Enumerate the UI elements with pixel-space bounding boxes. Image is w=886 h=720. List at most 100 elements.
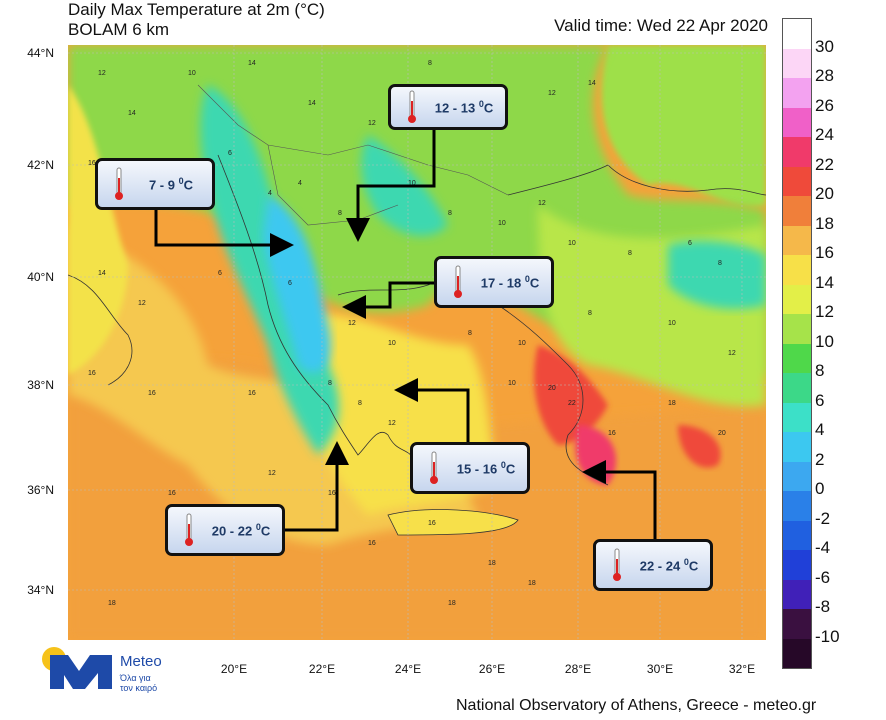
colorbar-label: 16 <box>815 243 834 262</box>
colorbar-swatch <box>783 314 811 344</box>
callout-value: 15 - 16 0C <box>456 459 516 477</box>
callout-value: 20 - 22 0C <box>211 521 271 539</box>
colorbar-label: 26 <box>815 95 834 115</box>
lon-label: 26°E <box>478 662 506 676</box>
map-contour-label: 12 <box>368 120 376 127</box>
map-contour-label: 10 <box>408 180 416 187</box>
map-contour-label: 12 <box>548 90 556 97</box>
meteo-logo-mark <box>42 647 112 689</box>
map-contour-label: 14 <box>588 80 596 87</box>
map-contour-label: 10 <box>518 340 526 347</box>
map-contour-label: 8 <box>428 60 432 67</box>
map-contour-label: 6 <box>288 280 292 287</box>
map-contour-label: 10 <box>388 340 396 347</box>
map-contour-label: 14 <box>98 270 106 277</box>
footer-credit: National Observatory of Athens, Greece -… <box>456 697 817 714</box>
lat-label: 42°N <box>27 158 54 172</box>
colorbar-swatch <box>783 78 811 108</box>
colorbar-swatch <box>783 107 811 137</box>
thermometer-icon <box>613 548 621 581</box>
map-contour-label: 12 <box>98 70 106 77</box>
chart-title: Daily Max Temperature at 2m (°C) BOLAM 6… <box>68 0 325 40</box>
map-contour-label: 6 <box>228 150 232 157</box>
colorbar-swatch <box>783 255 811 285</box>
map-contour-label: 18 <box>488 560 496 567</box>
colorbar-swatch <box>783 432 811 462</box>
colorbar-label: 28 <box>815 66 834 85</box>
callout-value: 7 - 9 0C <box>148 175 194 193</box>
map-contour-label: 8 <box>628 250 632 257</box>
colorbar-swatch <box>783 461 811 491</box>
logo-name: Meteo <box>120 653 162 670</box>
colorbar-label: 10 <box>815 331 834 351</box>
colorbar-label: 2 <box>815 449 825 469</box>
colorbar-swatch <box>783 373 811 403</box>
arrow <box>154 210 294 257</box>
lon-label: 28°E <box>564 662 592 676</box>
colorbar-label: 12 <box>815 302 834 321</box>
map-contour-label: 12 <box>728 350 736 357</box>
map-contour-label: 16 <box>88 370 96 377</box>
map-contour-label: 8 <box>448 210 452 217</box>
callout-value: 12 - 13 0C <box>434 98 494 116</box>
map-contour-label: 8 <box>338 210 342 217</box>
map-contour-label: 10 <box>668 320 676 327</box>
temperature-callout: 7 - 9 0C <box>95 158 215 210</box>
arrow <box>394 378 470 442</box>
map-contour-label: 18 <box>108 600 116 607</box>
colorbar-label: 24 <box>815 125 834 144</box>
map-contour-label: 12 <box>268 470 276 477</box>
colorbar-label: 14 <box>815 272 834 292</box>
map-contour-label: 16 <box>248 390 256 397</box>
thermometer-icon <box>454 265 462 298</box>
lon-label: 22°E <box>308 662 336 676</box>
map-contour-label: 14 <box>248 60 256 67</box>
colorbar-label: 18 <box>815 213 834 233</box>
map-contour-label: 22 <box>568 400 576 407</box>
colorbar-label: 20 <box>815 184 834 203</box>
map-contour-label: 6 <box>218 270 222 277</box>
map-contour-label: 20 <box>548 385 556 392</box>
temperature-callout: 22 - 24 0C <box>593 539 713 591</box>
colorbar-swatch <box>783 520 811 550</box>
map-contour-label: 12 <box>138 300 146 307</box>
arrow <box>342 281 436 319</box>
temperature-map: 12 14 10 14 14 12 8 14 12 14 16 12 6 4 4 8 10 8 10 12 10 8 6 8 1… <box>68 45 766 640</box>
lat-label: 34°N <box>27 583 54 597</box>
colorbar-swatch <box>783 196 811 226</box>
map-contour-label: 8 <box>588 310 592 317</box>
map-contour-label: 16 <box>88 160 96 167</box>
colorbar-swatch <box>783 137 811 167</box>
lon-label: 30°E <box>646 662 674 676</box>
map-contour-label: 8 <box>328 380 332 387</box>
map-contour-label: 10 <box>188 70 196 77</box>
map-contour-label: 16 <box>608 430 616 437</box>
temperature-callout: 15 - 16 0C <box>410 442 530 494</box>
colorbar-label: 6 <box>815 390 825 410</box>
colorbar-label: -6 <box>815 567 831 587</box>
colorbar-swatch <box>783 225 811 255</box>
valid-time: Valid time: Wed 22 Apr 2020 <box>554 16 768 35</box>
colorbar-label: -2 <box>815 508 831 528</box>
colorbar-label: 22 <box>815 154 834 174</box>
lon-label: 32°E <box>728 662 756 676</box>
colorbar-label: 0 <box>815 479 825 498</box>
lat-label: 40°N <box>27 270 54 284</box>
colorbar-swatch <box>783 550 811 580</box>
map-contour-label: 10 <box>568 240 576 247</box>
subtitle-line: BOLAM 6 km <box>68 20 170 39</box>
colorbar <box>782 18 812 669</box>
lat-label: 44°N <box>27 46 54 60</box>
map-contour-label: 8 <box>468 330 472 337</box>
map-contour-label: 18 <box>448 600 456 607</box>
colorbar-label: 8 <box>815 361 825 380</box>
lat-label: 38°N <box>27 378 54 392</box>
colorbar-swatch <box>783 638 811 668</box>
colorbar-swatch <box>783 609 811 639</box>
map-contour-label: 16 <box>168 490 176 497</box>
temperature-callout: 17 - 18 0C <box>434 256 554 308</box>
thermometer-icon <box>408 90 416 123</box>
lat-label: 36°N <box>27 483 54 497</box>
colorbar-swatch <box>783 19 811 49</box>
